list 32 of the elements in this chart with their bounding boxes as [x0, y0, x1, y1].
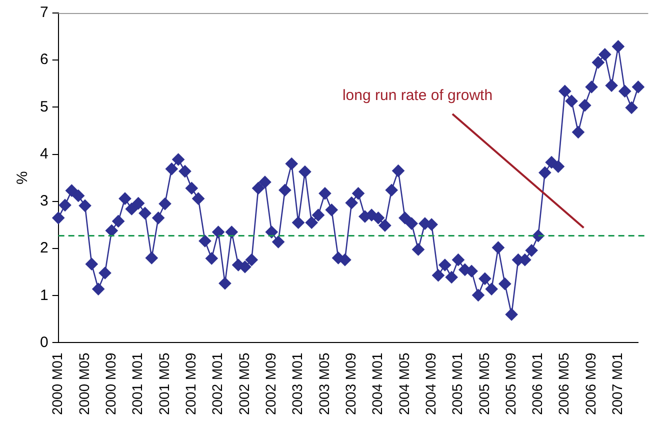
x-tick-label: 2002 M01: [209, 352, 226, 416]
y-tick-label: 5: [40, 98, 48, 116]
x-tick-label: 2000 M01: [49, 352, 66, 416]
y-tick-label: 6: [40, 51, 48, 68]
x-tick-label: 2000 M09: [102, 352, 119, 416]
x-tick-label: 2004 M01: [369, 352, 386, 416]
x-tick-label: 2005 M09: [502, 352, 518, 416]
y-tick-label: 2: [40, 240, 48, 257]
x-tick-label: 2001 M09: [182, 352, 198, 416]
x-tick-label: 2006 M09: [582, 352, 598, 416]
y-tick-label: 1: [40, 286, 48, 304]
x-tick-label: 2007 M01: [609, 352, 626, 416]
x-tick-label: 2001 M05: [156, 352, 172, 416]
x-tick-label: 2006 M01: [529, 352, 546, 416]
x-tick-label: 2004 M09: [422, 352, 438, 416]
x-tick-label: 2005 M05: [476, 352, 492, 416]
x-tick-label: 2000 M05: [76, 352, 92, 416]
x-tick-label: 2004 M05: [396, 352, 412, 416]
x-tick-label: 2006 M05: [556, 352, 572, 416]
y-tick-label: 4: [40, 145, 48, 162]
x-tick-label: 2005 M01: [449, 352, 466, 416]
x-tick-label: 2001 M01: [129, 352, 146, 416]
x-tick-label: 2003 M09: [342, 352, 358, 416]
x-tick-label: 2002 M05: [236, 352, 252, 416]
y-axis-title: %: [14, 171, 32, 185]
y-tick-label: 3: [40, 192, 48, 210]
x-tick-label: 2003 M01: [289, 352, 306, 416]
ref-line-label: long run rate of growth: [342, 87, 493, 104]
y-tick-label: 0: [40, 334, 48, 351]
x-tick-label: 2003 M05: [316, 352, 332, 416]
x-tick-label: 2002 M09: [262, 352, 278, 416]
y-tick-label: 7: [40, 4, 48, 22]
